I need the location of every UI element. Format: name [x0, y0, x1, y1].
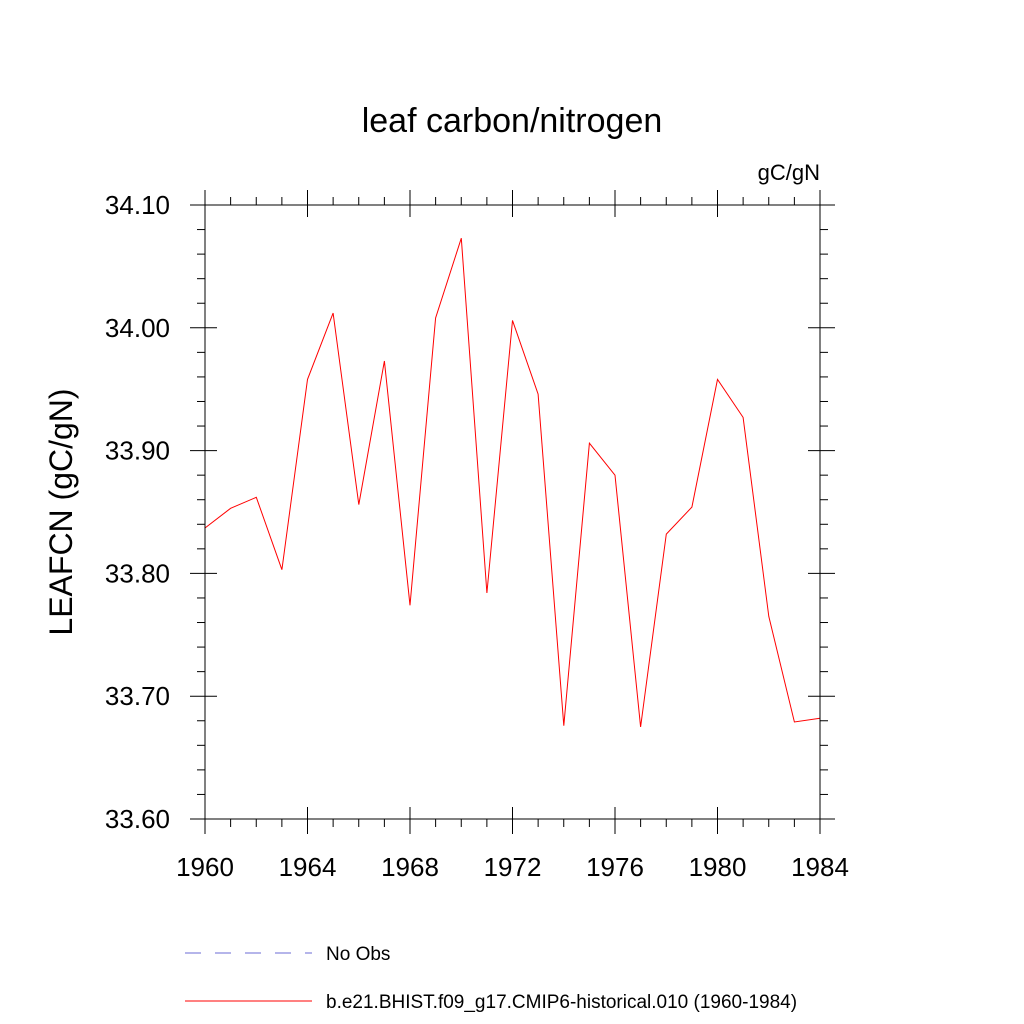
legend-label: No Obs	[326, 944, 390, 965]
x-tick-label: 1960	[176, 852, 234, 882]
legend-label: b.e21.BHIST.f09_g17.CMIP6-historical.010…	[326, 992, 797, 1013]
legend: No Obs b.e21.BHIST.f09_g17.CMIP6-historic…	[185, 944, 797, 1013]
axis-ticks	[190, 190, 835, 834]
y-tick-label: 33.70	[105, 681, 170, 711]
x-tick-label: 1972	[484, 852, 542, 882]
y-tick-label: 34.10	[105, 190, 170, 220]
x-tick-label: 1984	[791, 852, 849, 882]
x-tick-label: 1968	[381, 852, 439, 882]
x-tick-label: 1980	[689, 852, 747, 882]
x-tick-label: 1964	[279, 852, 337, 882]
series-line	[204, 238, 821, 727]
axis-tick-labels: 1960 1964 1968 1972 1976 1980 1984 33.60 33.70 33…	[105, 190, 849, 882]
chart-title: leaf carbon/nitrogen	[362, 102, 663, 140]
series-layer	[204, 238, 821, 727]
y-tick-label: 33.80	[105, 558, 170, 588]
y-axis-label: LEAFCN (gC/gN)	[43, 388, 79, 635]
y-tick-label: 34.00	[105, 313, 170, 343]
y-tick-label: 33.90	[105, 436, 170, 466]
plot-frame	[204, 204, 821, 820]
x-tick-label: 1976	[586, 852, 644, 882]
y-tick-label: 33.60	[105, 804, 170, 834]
units-label: gC/gN	[758, 160, 820, 185]
